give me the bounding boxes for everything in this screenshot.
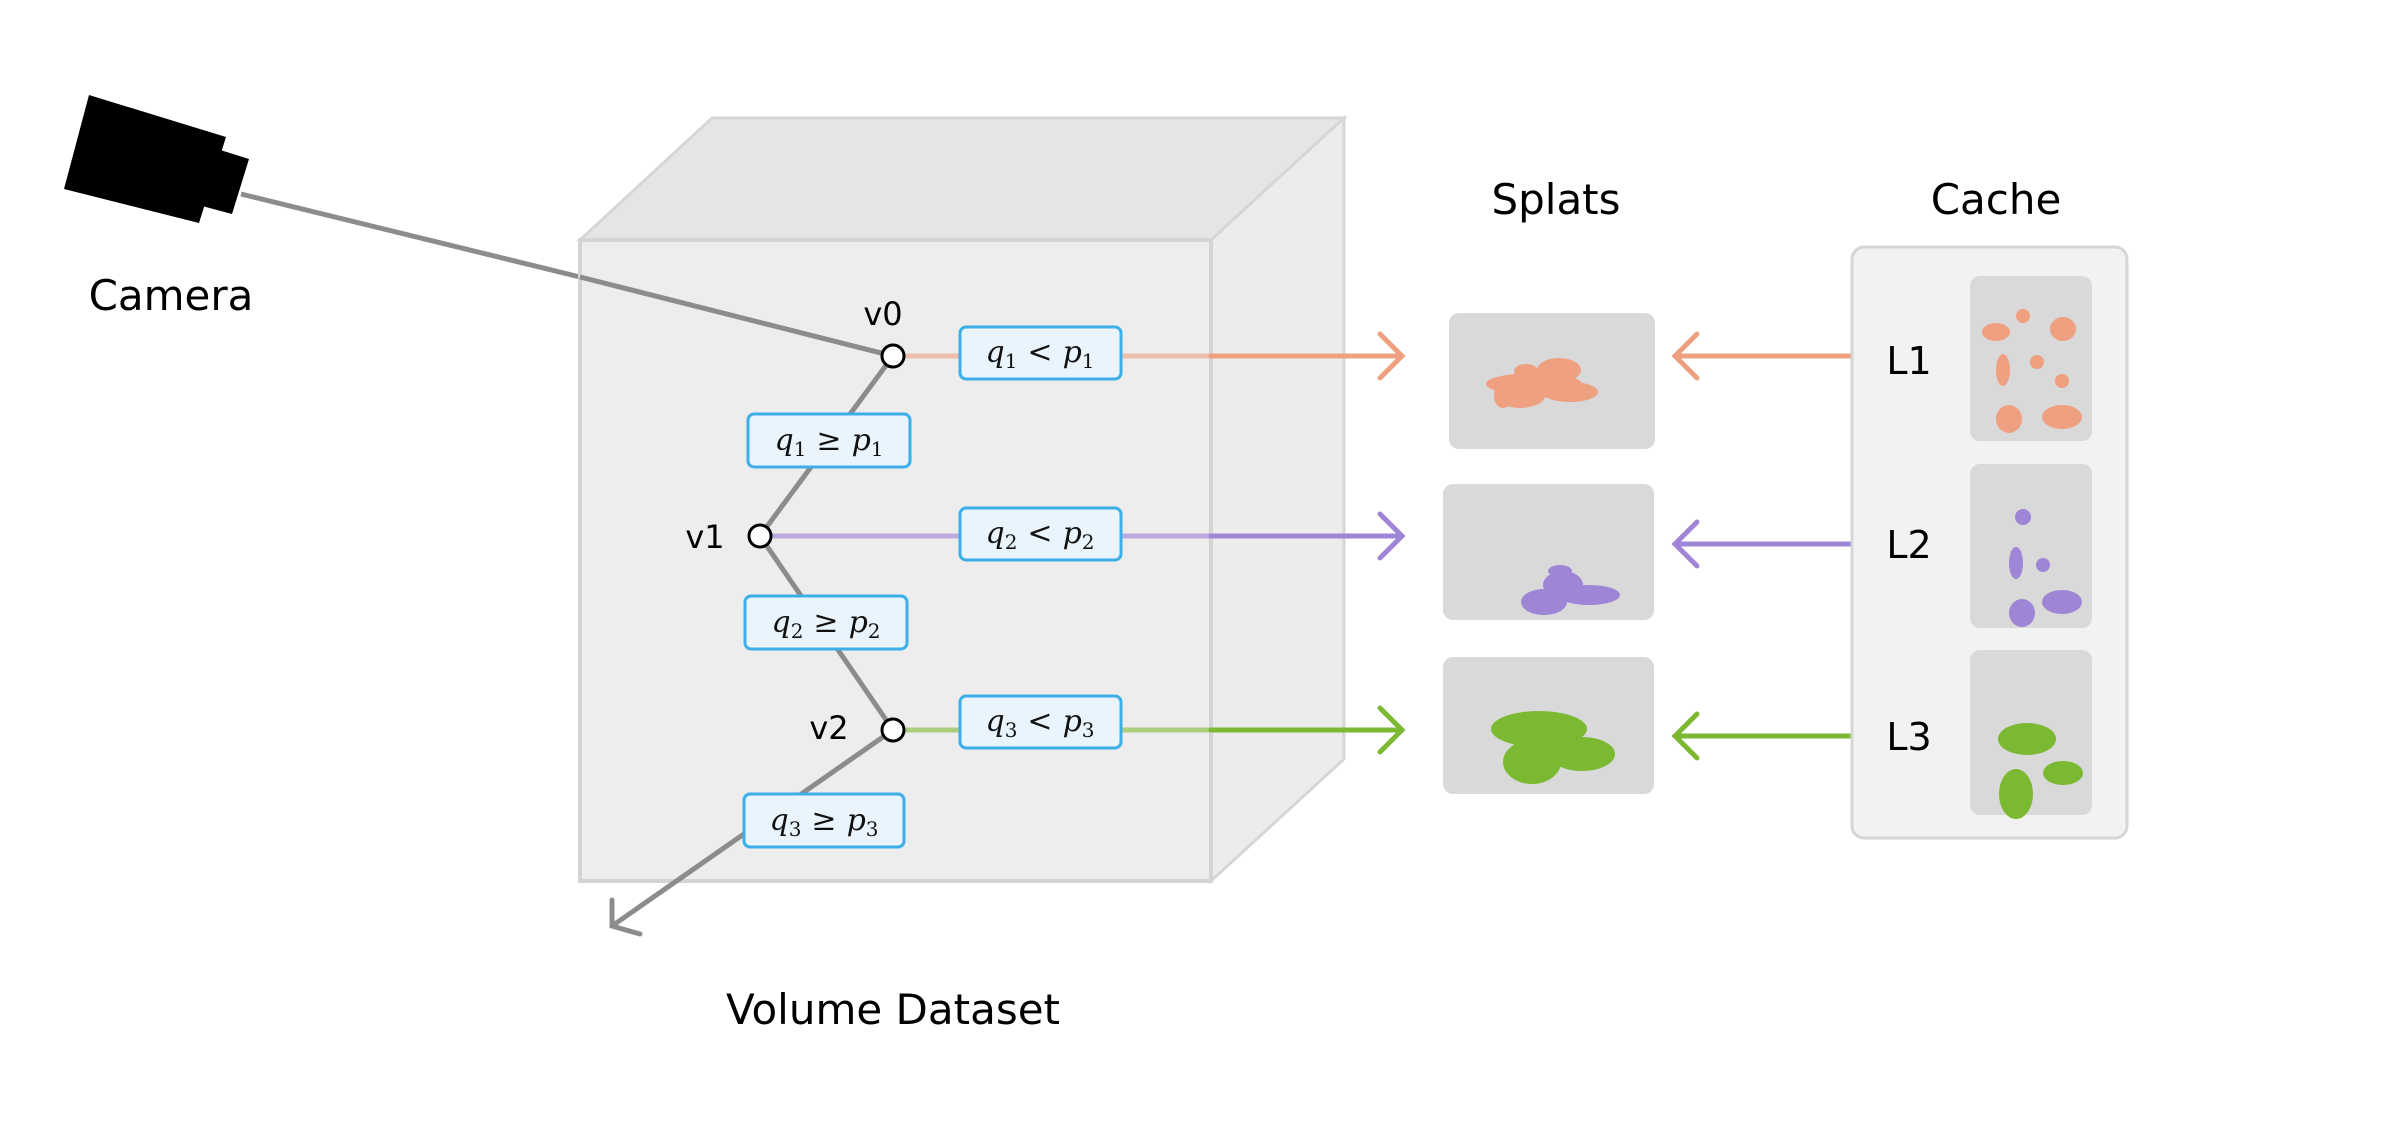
- condition-q2-less-p2: q2 < p2: [958, 506, 1123, 562]
- splats-title: Splats: [1491, 175, 1620, 224]
- arrowhead-l2: [1377, 511, 1406, 561]
- svg-text:q3≥p3: q3 ≥ p3: [769, 803, 878, 841]
- condition-q1-geq-p1: q1 ≥ p1: [746, 412, 912, 469]
- cache-arrows: [1671, 331, 1878, 761]
- splat-l2: [1443, 484, 1654, 620]
- condition-q2-geq-p2: q2 ≥ p2: [743, 594, 909, 651]
- camera-icon: [64, 95, 249, 223]
- arrowhead-l3: [1377, 705, 1406, 755]
- volume-label: Volume Dataset: [726, 985, 1060, 1034]
- node-label-v0: v0: [863, 295, 902, 333]
- arrowhead-l1: [1377, 331, 1406, 381]
- cache-level-l1: [1970, 276, 2092, 441]
- svg-text:q1<p1: q1 < p1: [985, 335, 1094, 373]
- camera-ray-outside: [240, 191, 581, 280]
- cache-level-l3-label: L3: [1886, 715, 1931, 759]
- svg-text:q2≥p2: q2 ≥ p2: [771, 605, 880, 643]
- svg-text:q2<p2: q2 < p2: [985, 516, 1094, 554]
- condition-q3-geq-p3: q3 ≥ p3: [742, 792, 906, 849]
- splat-l1: [1449, 313, 1655, 449]
- cache-level-l1-label: L1: [1886, 339, 1931, 383]
- svg-text:q3<p3: q3 < p3: [985, 704, 1094, 742]
- node-v2: [880, 717, 906, 743]
- splat-l3: [1443, 657, 1654, 794]
- condition-q3-less-p3: q3 < p3: [958, 694, 1123, 750]
- node-v1: [747, 523, 773, 549]
- node-v0: [880, 343, 906, 369]
- cache-title: Cache: [1931, 175, 2062, 224]
- volume-cube: [576, 114, 1348, 885]
- cache-level-l2: [1970, 464, 2092, 628]
- node-label-v1: v1: [685, 518, 724, 556]
- ray-exit-arrowhead: [609, 897, 643, 937]
- cache-level-l3: [1970, 650, 2092, 819]
- condition-q1-less-p1: q1 < p1: [958, 325, 1123, 381]
- svg-text:q1≥p1: q1 ≥ p1: [774, 423, 883, 461]
- cache-level-l2-label: L2: [1886, 523, 1931, 567]
- camera-label: Camera: [89, 271, 254, 320]
- node-label-v2: v2: [809, 709, 848, 747]
